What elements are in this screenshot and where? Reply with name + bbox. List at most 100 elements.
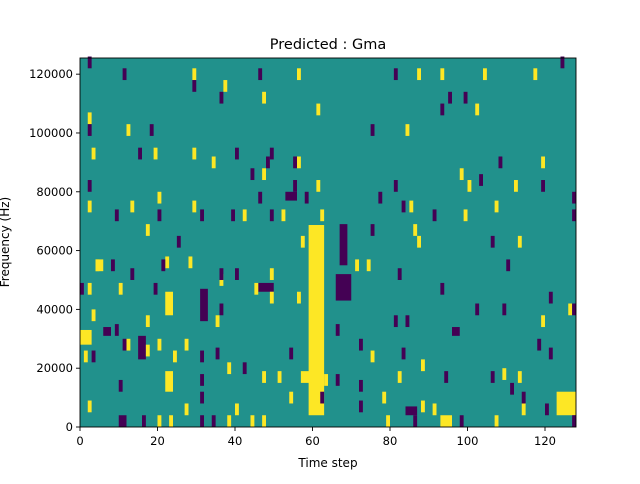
heatmap-cell-low (293, 180, 297, 192)
heatmap-cell-low (490, 235, 495, 248)
heatmap-cell-low (215, 347, 220, 360)
heatmap-cell-high (223, 80, 228, 92)
heatmap-cell-low (266, 156, 270, 169)
heatmap-cell-low (114, 324, 119, 336)
heatmap-cell-high (514, 180, 518, 192)
heatmap-block-low (138, 335, 146, 360)
heatmap-cell-high (521, 403, 526, 416)
heatmap-cell-high (227, 415, 232, 427)
heatmap-cell-high (324, 374, 328, 386)
heatmap-cell-low (572, 209, 576, 222)
heatmap-cell-low (192, 80, 197, 92)
heatmap-block-low (335, 274, 352, 301)
heatmap-cell-high (475, 103, 480, 116)
heatmap-cell-high (87, 112, 92, 125)
heatmap-cell-high (157, 415, 162, 427)
heatmap-cell-high (184, 403, 189, 416)
heatmap-block-high (300, 371, 313, 383)
heatmap-cell-high (192, 68, 197, 81)
heatmap-cell-low (572, 415, 576, 427)
heatmap-cell-high (173, 350, 177, 363)
heatmap-cell-high (517, 235, 522, 248)
heatmap-cell-high (463, 209, 468, 222)
heatmap-cell-high (386, 415, 390, 427)
heatmap-cell-high (417, 68, 421, 81)
heatmap-block-high (308, 225, 325, 416)
heatmap-cell-low (130, 268, 135, 280)
heatmap-cell-low (506, 259, 511, 272)
heatmap-cell-high (417, 235, 421, 248)
heatmap-cell-low (393, 180, 398, 192)
heatmap-cell-high (297, 291, 301, 304)
heatmap-cell-high (568, 303, 573, 316)
heatmap-cell-low (378, 191, 383, 204)
heatmap-cell-low (401, 200, 406, 213)
heatmap-cell-high (289, 391, 294, 404)
heatmap-cell-high (126, 124, 131, 136)
heatmap-cell-high (297, 156, 301, 169)
heatmap-cell-high (87, 282, 92, 295)
heatmap-cell-high (316, 103, 321, 116)
heatmap-cell-low (537, 338, 542, 351)
plot-area (79, 56, 577, 428)
heatmap-cell-low (510, 382, 514, 395)
heatmap-cell-high (145, 344, 150, 357)
heatmap-cell-high (409, 200, 414, 213)
heatmap-cell-high (192, 147, 197, 160)
heatmap-cell-high (370, 350, 375, 363)
heatmap-cell-low (370, 124, 375, 136)
heatmap-cell-low (405, 315, 410, 328)
heatmap-cell-low (142, 415, 146, 427)
heatmap-cell-low (161, 259, 166, 272)
heatmap-cell-low (370, 224, 375, 236)
heatmap-cell-low (359, 379, 363, 392)
heatmap-cell-high (157, 191, 162, 204)
heatmap-cell-high (83, 350, 88, 363)
heatmap-cell-high (165, 256, 170, 269)
heatmap-cell-low (200, 391, 204, 404)
x-tick-label: 80 (383, 434, 398, 448)
heatmap-cell-high (405, 124, 410, 136)
x-tick-label: 0 (76, 434, 83, 448)
heatmap-cell-low (397, 268, 402, 280)
heatmap-cell-high (145, 224, 150, 236)
heatmap-cell-low (545, 403, 549, 416)
heatmap-cell-high (432, 403, 437, 416)
heatmap-cell-high (533, 68, 538, 81)
y-axis-ticks: 0 20000 40000 60000 80000 100000 120000 (29, 67, 80, 434)
heatmap-cell-high (145, 315, 150, 328)
heatmap-cell-low (440, 103, 445, 116)
heatmap-cell-high (421, 359, 425, 372)
heatmap-cell-high (269, 291, 274, 304)
heatmap-cell-low (572, 191, 576, 204)
heatmap-cell-low (235, 147, 239, 160)
heatmap-cell-low (138, 147, 142, 160)
heatmap-cell-low (235, 268, 239, 280)
heatmap-cell-low (200, 350, 204, 363)
heatmap-cell-low (320, 391, 325, 404)
heatmap-block-high (556, 391, 576, 416)
heatmap-cell-low (548, 347, 553, 360)
heatmap-cell-high (91, 309, 96, 322)
heatmap-cell-high (262, 168, 266, 181)
heatmap-cell-high (169, 415, 173, 427)
x-tick-label: 60 (305, 434, 320, 448)
heatmap-cell-high (413, 224, 418, 236)
heatmap-cell-low (269, 147, 274, 160)
x-axis-label: Time step (297, 456, 357, 470)
heatmap-cell-high (269, 268, 274, 280)
heatmap-block-high (440, 415, 452, 427)
heatmap-cell-low (440, 282, 445, 295)
heatmap-cell-high (382, 391, 387, 404)
heatmap-cell-low (200, 374, 204, 386)
heatmap-cell-high (467, 180, 472, 192)
heatmap-cell-high (91, 147, 96, 160)
heatmap-block-low (200, 288, 208, 322)
y-tick-label: 100000 (29, 126, 73, 140)
heatmap-cell-low (200, 415, 204, 427)
heatmap-cell-high (297, 68, 301, 81)
heatmap-cell-high (541, 156, 545, 169)
y-tick-label: 80000 (36, 185, 73, 199)
heatmap-cell-high (541, 315, 545, 328)
